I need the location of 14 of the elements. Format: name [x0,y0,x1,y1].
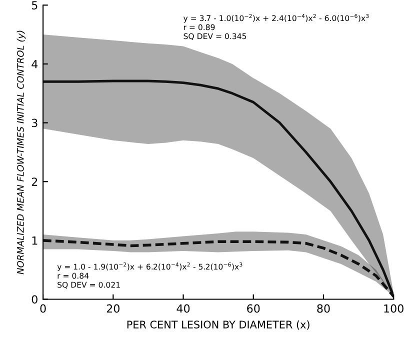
y-tick-label: 1 [32,236,38,245]
y-tick-label: 5 [32,1,38,10]
y-axis-title: NORMALIZED MEAN FLOW-TIMES INITIAL CONTROL (y) [16,30,26,274]
x-tick-label: 0 [40,304,46,313]
y-tick-label: 0 [32,295,38,304]
x-tick-label: 60 [247,304,260,313]
y-tick-label: 4 [32,60,38,68]
x-tick-label: 40 [176,304,190,313]
x-tick-label: 20 [106,304,120,313]
x-tick-label: 100 [384,304,404,313]
y-tick-label: 3 [32,118,38,128]
x-axis-title: PER CENT LESION BY DIAMETER (x) [127,320,310,330]
y-tick-label: 2 [32,178,38,186]
x-tick-label: 80 [317,304,330,313]
